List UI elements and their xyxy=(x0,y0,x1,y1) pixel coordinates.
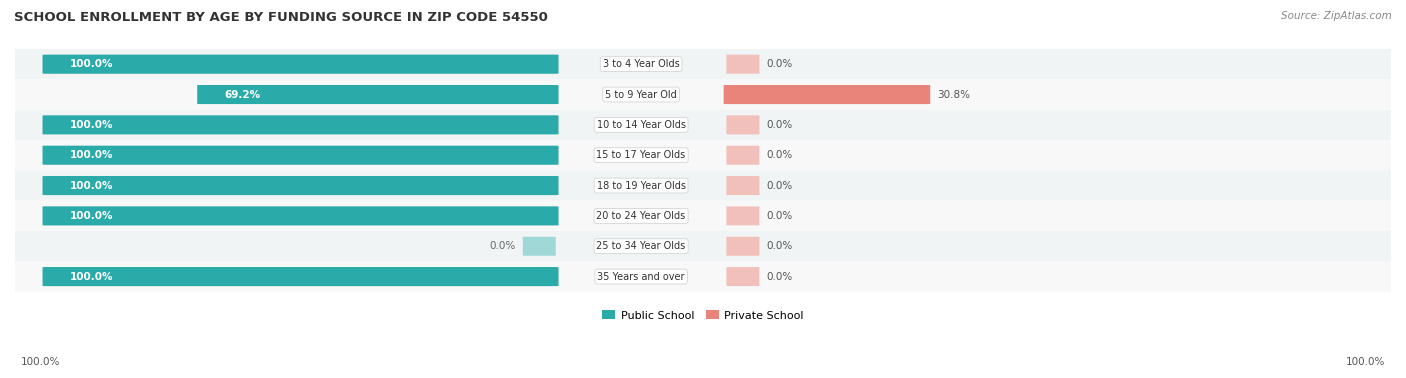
FancyBboxPatch shape xyxy=(15,170,1391,201)
Text: 100.0%: 100.0% xyxy=(1346,357,1385,367)
FancyBboxPatch shape xyxy=(15,140,1391,170)
FancyBboxPatch shape xyxy=(727,237,759,256)
FancyBboxPatch shape xyxy=(42,267,558,286)
FancyBboxPatch shape xyxy=(15,231,1391,262)
Text: 20 to 24 Year Olds: 20 to 24 Year Olds xyxy=(596,211,686,221)
Text: 35 Years and over: 35 Years and over xyxy=(598,271,685,282)
Text: 25 to 34 Year Olds: 25 to 34 Year Olds xyxy=(596,241,686,251)
FancyBboxPatch shape xyxy=(727,115,759,134)
Text: 0.0%: 0.0% xyxy=(766,241,793,251)
FancyBboxPatch shape xyxy=(42,146,558,165)
Text: 100.0%: 100.0% xyxy=(21,357,60,367)
FancyBboxPatch shape xyxy=(727,176,759,195)
Text: 100.0%: 100.0% xyxy=(70,271,114,282)
Text: 0.0%: 0.0% xyxy=(766,181,793,191)
FancyBboxPatch shape xyxy=(42,206,558,225)
Text: 10 to 14 Year Olds: 10 to 14 Year Olds xyxy=(596,120,686,130)
FancyBboxPatch shape xyxy=(727,206,759,225)
FancyBboxPatch shape xyxy=(15,201,1391,231)
FancyBboxPatch shape xyxy=(727,146,759,165)
Text: 100.0%: 100.0% xyxy=(70,59,114,69)
Text: 18 to 19 Year Olds: 18 to 19 Year Olds xyxy=(596,181,686,191)
Text: 3 to 4 Year Olds: 3 to 4 Year Olds xyxy=(603,59,679,69)
FancyBboxPatch shape xyxy=(727,267,759,286)
Text: 100.0%: 100.0% xyxy=(70,181,114,191)
Text: 100.0%: 100.0% xyxy=(70,150,114,160)
Text: 30.8%: 30.8% xyxy=(938,90,970,99)
FancyBboxPatch shape xyxy=(42,55,558,74)
FancyBboxPatch shape xyxy=(724,85,931,104)
Text: 5 to 9 Year Old: 5 to 9 Year Old xyxy=(605,90,676,99)
Text: 0.0%: 0.0% xyxy=(766,59,793,69)
FancyBboxPatch shape xyxy=(727,55,759,74)
FancyBboxPatch shape xyxy=(523,237,555,256)
Text: 0.0%: 0.0% xyxy=(489,241,516,251)
Text: SCHOOL ENROLLMENT BY AGE BY FUNDING SOURCE IN ZIP CODE 54550: SCHOOL ENROLLMENT BY AGE BY FUNDING SOUR… xyxy=(14,11,548,24)
Text: 0.0%: 0.0% xyxy=(766,271,793,282)
Text: 0.0%: 0.0% xyxy=(766,211,793,221)
FancyBboxPatch shape xyxy=(15,79,1391,110)
Text: Source: ZipAtlas.com: Source: ZipAtlas.com xyxy=(1281,11,1392,21)
Text: 100.0%: 100.0% xyxy=(70,211,114,221)
Text: 0.0%: 0.0% xyxy=(766,120,793,130)
Text: 100.0%: 100.0% xyxy=(70,120,114,130)
Text: 69.2%: 69.2% xyxy=(225,90,262,99)
FancyBboxPatch shape xyxy=(15,49,1391,79)
FancyBboxPatch shape xyxy=(15,262,1391,292)
FancyBboxPatch shape xyxy=(197,85,558,104)
Text: 15 to 17 Year Olds: 15 to 17 Year Olds xyxy=(596,150,686,160)
Legend: Public School, Private School: Public School, Private School xyxy=(598,306,808,325)
FancyBboxPatch shape xyxy=(15,110,1391,140)
FancyBboxPatch shape xyxy=(42,176,558,195)
FancyBboxPatch shape xyxy=(42,115,558,135)
Text: 0.0%: 0.0% xyxy=(766,150,793,160)
